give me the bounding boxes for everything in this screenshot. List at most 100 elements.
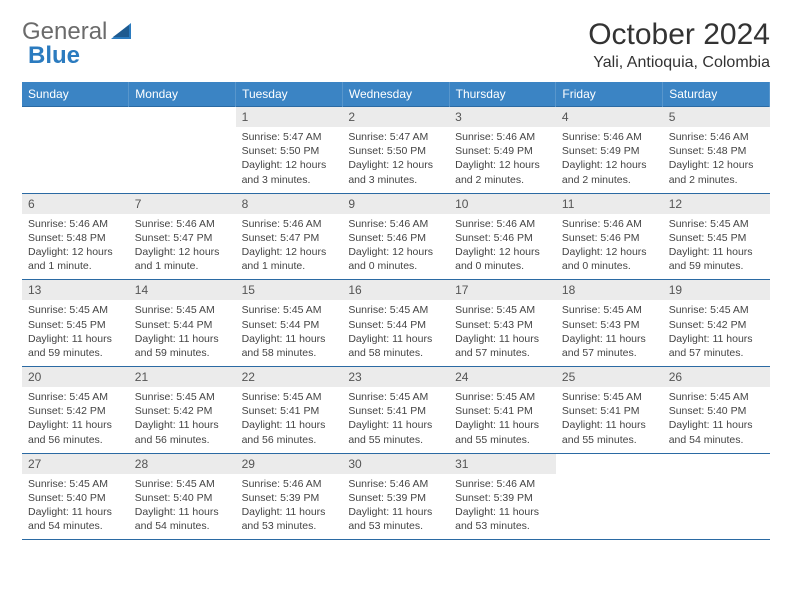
day-details: Sunrise: 5:45 AMSunset: 5:41 PMDaylight:…	[556, 387, 663, 453]
weekday-header-row: Sunday Monday Tuesday Wednesday Thursday…	[22, 82, 770, 107]
day-number: 28	[129, 454, 236, 474]
calendar-day-cell: 20Sunrise: 5:45 AMSunset: 5:42 PMDayligh…	[22, 367, 129, 454]
calendar-day-cell: 14Sunrise: 5:45 AMSunset: 5:44 PMDayligh…	[129, 280, 236, 367]
day-number: 3	[449, 107, 556, 127]
weekday-header: Tuesday	[236, 82, 343, 107]
day-number: 20	[22, 367, 129, 387]
calendar-day-cell: ..	[556, 453, 663, 540]
calendar-day-cell: 10Sunrise: 5:46 AMSunset: 5:46 PMDayligh…	[449, 193, 556, 280]
calendar-day-cell: 24Sunrise: 5:45 AMSunset: 5:41 PMDayligh…	[449, 367, 556, 454]
day-details: Sunrise: 5:46 AMSunset: 5:48 PMDaylight:…	[663, 127, 770, 193]
day-number: 26	[663, 367, 770, 387]
day-number: 13	[22, 280, 129, 300]
day-details: Sunrise: 5:46 AMSunset: 5:46 PMDaylight:…	[556, 214, 663, 280]
calendar-day-cell: 12Sunrise: 5:45 AMSunset: 5:45 PMDayligh…	[663, 193, 770, 280]
day-details: Sunrise: 5:46 AMSunset: 5:46 PMDaylight:…	[449, 214, 556, 280]
day-details: Sunrise: 5:47 AMSunset: 5:50 PMDaylight:…	[236, 127, 343, 193]
calendar-day-cell: ..	[129, 107, 236, 194]
calendar-day-cell: 1Sunrise: 5:47 AMSunset: 5:50 PMDaylight…	[236, 107, 343, 194]
day-details: Sunrise: 5:45 AMSunset: 5:45 PMDaylight:…	[663, 214, 770, 280]
calendar-day-cell: 17Sunrise: 5:45 AMSunset: 5:43 PMDayligh…	[449, 280, 556, 367]
day-details: Sunrise: 5:45 AMSunset: 5:43 PMDaylight:…	[556, 300, 663, 366]
day-number: 9	[342, 194, 449, 214]
day-details: Sunrise: 5:46 AMSunset: 5:39 PMDaylight:…	[236, 474, 343, 540]
weekday-header: Wednesday	[342, 82, 449, 107]
calendar-day-cell: 27Sunrise: 5:45 AMSunset: 5:40 PMDayligh…	[22, 453, 129, 540]
day-number: 8	[236, 194, 343, 214]
day-details: Sunrise: 5:45 AMSunset: 5:44 PMDaylight:…	[342, 300, 449, 366]
day-number: 25	[556, 367, 663, 387]
day-details: Sunrise: 5:45 AMSunset: 5:40 PMDaylight:…	[663, 387, 770, 453]
day-number: 31	[449, 454, 556, 474]
day-number: 2	[342, 107, 449, 127]
calendar-day-cell: 31Sunrise: 5:46 AMSunset: 5:39 PMDayligh…	[449, 453, 556, 540]
day-details: Sunrise: 5:46 AMSunset: 5:39 PMDaylight:…	[449, 474, 556, 540]
day-number: 18	[556, 280, 663, 300]
calendar-day-cell: ..	[663, 453, 770, 540]
day-number: 12	[663, 194, 770, 214]
calendar-day-cell: 8Sunrise: 5:46 AMSunset: 5:47 PMDaylight…	[236, 193, 343, 280]
calendar-day-cell: 29Sunrise: 5:46 AMSunset: 5:39 PMDayligh…	[236, 453, 343, 540]
calendar-day-cell: 2Sunrise: 5:47 AMSunset: 5:50 PMDaylight…	[342, 107, 449, 194]
day-number: 11	[556, 194, 663, 214]
calendar-week-row: 6Sunrise: 5:46 AMSunset: 5:48 PMDaylight…	[22, 193, 770, 280]
calendar-day-cell: 30Sunrise: 5:46 AMSunset: 5:39 PMDayligh…	[342, 453, 449, 540]
day-number: 1	[236, 107, 343, 127]
calendar-day-cell: 18Sunrise: 5:45 AMSunset: 5:43 PMDayligh…	[556, 280, 663, 367]
calendar-day-cell: 28Sunrise: 5:45 AMSunset: 5:40 PMDayligh…	[129, 453, 236, 540]
logo-triangle-icon	[111, 23, 131, 39]
day-details: Sunrise: 5:45 AMSunset: 5:41 PMDaylight:…	[236, 387, 343, 453]
calendar-day-cell: ..	[22, 107, 129, 194]
calendar-week-row: 27Sunrise: 5:45 AMSunset: 5:40 PMDayligh…	[22, 453, 770, 540]
calendar-day-cell: 4Sunrise: 5:46 AMSunset: 5:49 PMDaylight…	[556, 107, 663, 194]
day-details: Sunrise: 5:46 AMSunset: 5:46 PMDaylight:…	[342, 214, 449, 280]
calendar-table: Sunday Monday Tuesday Wednesday Thursday…	[22, 82, 770, 540]
weekday-header: Thursday	[449, 82, 556, 107]
weekday-header: Monday	[129, 82, 236, 107]
calendar-day-cell: 21Sunrise: 5:45 AMSunset: 5:42 PMDayligh…	[129, 367, 236, 454]
day-number: 15	[236, 280, 343, 300]
day-details: Sunrise: 5:45 AMSunset: 5:41 PMDaylight:…	[342, 387, 449, 453]
title-block: October 2024 Yali, Antioquia, Colombia	[588, 18, 770, 72]
day-number: 22	[236, 367, 343, 387]
day-details: Sunrise: 5:45 AMSunset: 5:43 PMDaylight:…	[449, 300, 556, 366]
calendar-day-cell: 19Sunrise: 5:45 AMSunset: 5:42 PMDayligh…	[663, 280, 770, 367]
day-number: 29	[236, 454, 343, 474]
day-number: 21	[129, 367, 236, 387]
calendar-day-cell: 16Sunrise: 5:45 AMSunset: 5:44 PMDayligh…	[342, 280, 449, 367]
day-details: Sunrise: 5:46 AMSunset: 5:39 PMDaylight:…	[342, 474, 449, 540]
day-details: Sunrise: 5:46 AMSunset: 5:49 PMDaylight:…	[556, 127, 663, 193]
day-number: 27	[22, 454, 129, 474]
day-details: Sunrise: 5:47 AMSunset: 5:50 PMDaylight:…	[342, 127, 449, 193]
day-number: 7	[129, 194, 236, 214]
day-details: Sunrise: 5:45 AMSunset: 5:42 PMDaylight:…	[129, 387, 236, 453]
day-details: Sunrise: 5:45 AMSunset: 5:41 PMDaylight:…	[449, 387, 556, 453]
day-details: Sunrise: 5:45 AMSunset: 5:40 PMDaylight:…	[22, 474, 129, 540]
day-number: 16	[342, 280, 449, 300]
day-number: 6	[22, 194, 129, 214]
calendar-day-cell: 13Sunrise: 5:45 AMSunset: 5:45 PMDayligh…	[22, 280, 129, 367]
weekday-header: Saturday	[663, 82, 770, 107]
day-number: 23	[342, 367, 449, 387]
weekday-header: Friday	[556, 82, 663, 107]
day-number: 24	[449, 367, 556, 387]
calendar-week-row: 13Sunrise: 5:45 AMSunset: 5:45 PMDayligh…	[22, 280, 770, 367]
day-number: 30	[342, 454, 449, 474]
calendar-day-cell: 7Sunrise: 5:46 AMSunset: 5:47 PMDaylight…	[129, 193, 236, 280]
day-details: Sunrise: 5:45 AMSunset: 5:40 PMDaylight:…	[129, 474, 236, 540]
day-number: 14	[129, 280, 236, 300]
calendar-week-row: 20Sunrise: 5:45 AMSunset: 5:42 PMDayligh…	[22, 367, 770, 454]
day-details: Sunrise: 5:45 AMSunset: 5:44 PMDaylight:…	[236, 300, 343, 366]
calendar-day-cell: 6Sunrise: 5:46 AMSunset: 5:48 PMDaylight…	[22, 193, 129, 280]
month-title: October 2024	[588, 18, 770, 52]
day-details: Sunrise: 5:45 AMSunset: 5:42 PMDaylight:…	[663, 300, 770, 366]
calendar-week-row: ....1Sunrise: 5:47 AMSunset: 5:50 PMDayl…	[22, 107, 770, 194]
day-number: 19	[663, 280, 770, 300]
header: General October 2024 Yali, Antioquia, Co…	[22, 18, 770, 72]
weekday-header: Sunday	[22, 82, 129, 107]
day-details: Sunrise: 5:46 AMSunset: 5:47 PMDaylight:…	[129, 214, 236, 280]
calendar-day-cell: 3Sunrise: 5:46 AMSunset: 5:49 PMDaylight…	[449, 107, 556, 194]
logo-text-blue: Blue	[28, 42, 80, 70]
location: Yali, Antioquia, Colombia	[588, 54, 770, 72]
calendar-day-cell: 26Sunrise: 5:45 AMSunset: 5:40 PMDayligh…	[663, 367, 770, 454]
